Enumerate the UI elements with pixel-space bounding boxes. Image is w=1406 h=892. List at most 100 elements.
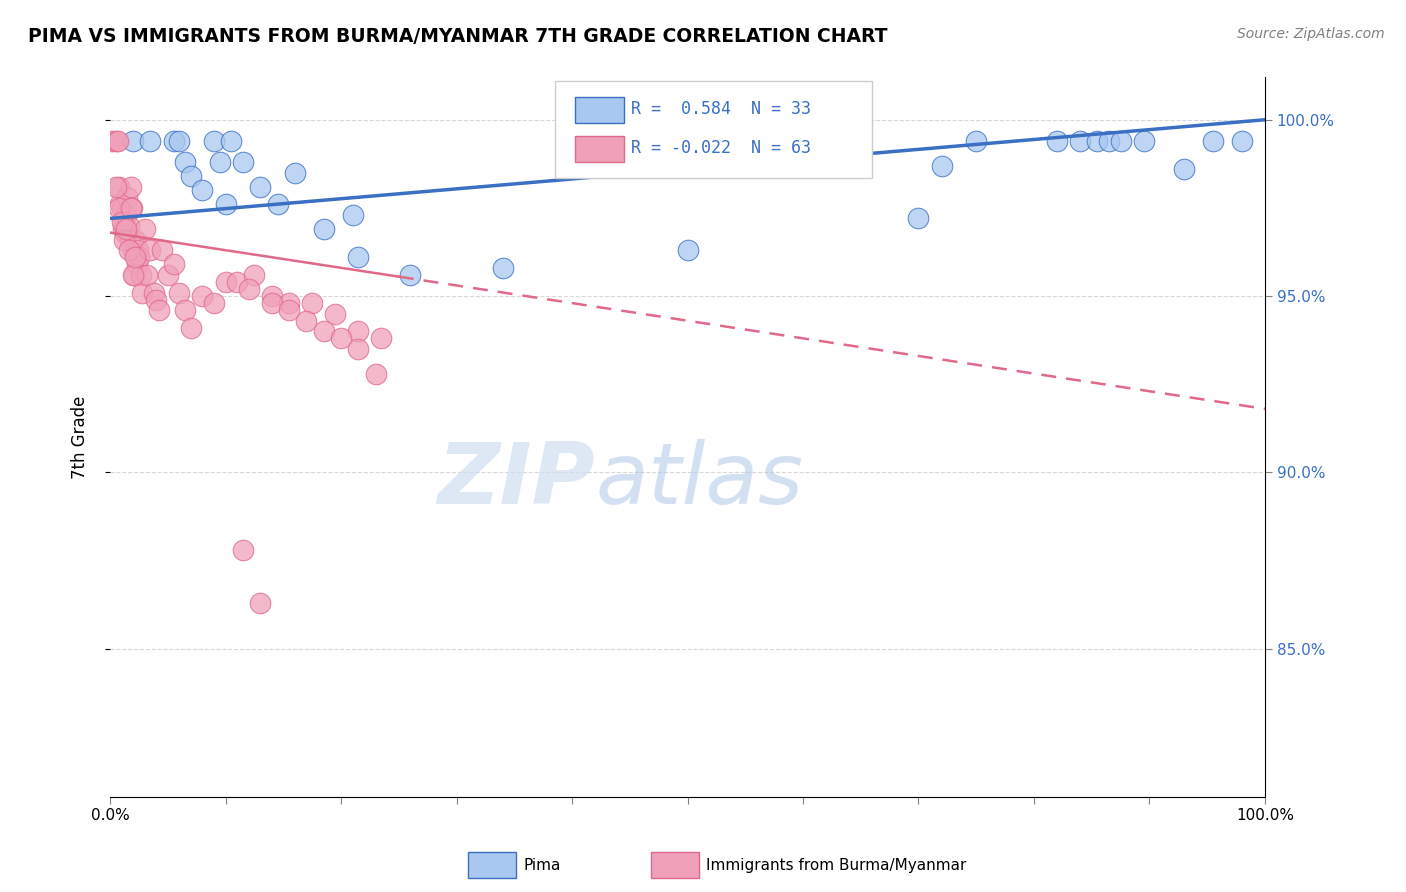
Point (162, 134, 184, 148)
Point (221, 134, 243, 148)
Point (139, 134, 162, 148)
Point (232, 155, 254, 169)
Text: Source: ZipAtlas.com: Source: ZipAtlas.com (1237, 27, 1385, 41)
Point (111, 222, 134, 236)
Point (278, 303, 301, 318)
Text: R = -0.022  N = 63: R = -0.022 N = 63 (631, 139, 811, 157)
Point (312, 222, 335, 236)
Point (342, 208, 364, 222)
Point (131, 285, 153, 300)
Point (347, 342, 370, 356)
Point (121, 201, 143, 215)
Point (399, 268, 422, 282)
Point (243, 268, 266, 282)
Point (117, 243, 139, 257)
Point (124, 250, 146, 264)
Text: ZIP: ZIP (437, 439, 595, 522)
Point (249, 179, 271, 194)
Point (145, 293, 167, 307)
Point (191, 289, 214, 303)
Point (169, 285, 191, 300)
Point (125, 257, 148, 271)
Point (323, 307, 346, 321)
Point (295, 314, 318, 328)
Point (110, 197, 132, 211)
Point (191, 183, 214, 197)
Point (108, 201, 131, 215)
Point (129, 268, 152, 282)
Point (301, 296, 323, 310)
Point (169, 134, 191, 148)
Point (202, 134, 225, 148)
Point (202, 296, 225, 310)
Point (364, 367, 387, 381)
Point (104, 134, 127, 148)
Point (136, 268, 159, 282)
Point (156, 268, 179, 282)
Point (1098, 134, 1121, 148)
Point (266, 197, 288, 211)
Point (111, 215, 134, 229)
Text: atlas: atlas (595, 439, 803, 522)
Text: Immigrants from Burma/Myanmar: Immigrants from Burma/Myanmar (706, 858, 966, 872)
Point (114, 226, 136, 240)
Point (214, 275, 236, 289)
Point (1087, 134, 1109, 148)
Point (208, 155, 231, 169)
Point (112, 233, 135, 247)
Point (180, 320, 202, 334)
Point (115, 208, 138, 222)
Point (1202, 134, 1225, 148)
Point (1173, 162, 1195, 177)
FancyBboxPatch shape (575, 97, 624, 123)
Point (1230, 134, 1253, 148)
Text: R =  0.584  N = 33: R = 0.584 N = 33 (631, 100, 811, 118)
Point (148, 303, 170, 318)
FancyBboxPatch shape (575, 136, 624, 161)
Point (118, 233, 141, 247)
Point (347, 250, 370, 264)
Point (108, 179, 131, 194)
Point (122, 243, 145, 257)
Point (278, 296, 301, 310)
Point (330, 331, 353, 345)
Point (370, 331, 392, 345)
Point (112, 215, 135, 229)
Point (232, 542, 254, 557)
Point (162, 257, 184, 271)
Point (1109, 134, 1132, 148)
Point (174, 155, 197, 169)
Point (492, 260, 515, 275)
Point (134, 222, 156, 236)
Point (122, 268, 145, 282)
Point (115, 222, 138, 236)
Point (120, 201, 142, 215)
Point (104, 179, 127, 194)
Point (1046, 134, 1069, 148)
Y-axis label: 7th Grade: 7th Grade (72, 395, 89, 479)
Point (150, 243, 173, 257)
Point (143, 285, 166, 300)
Point (931, 159, 953, 173)
Point (117, 219, 139, 233)
Point (965, 134, 987, 148)
Text: PIMA VS IMMIGRANTS FROM BURMA/MYANMAR 7TH GRADE CORRELATION CHART: PIMA VS IMMIGRANTS FROM BURMA/MYANMAR 7T… (28, 27, 887, 45)
Point (124, 233, 146, 247)
Point (260, 289, 283, 303)
Point (139, 243, 162, 257)
Point (676, 243, 699, 257)
Point (180, 169, 202, 183)
Point (260, 296, 283, 310)
FancyBboxPatch shape (555, 81, 872, 178)
Point (111, 201, 134, 215)
Point (124, 268, 146, 282)
Point (312, 324, 335, 338)
Point (226, 275, 249, 289)
Point (1069, 134, 1091, 148)
Text: Pima: Pima (523, 858, 561, 872)
Point (117, 190, 139, 204)
Point (174, 303, 197, 318)
Point (101, 134, 124, 148)
Point (214, 197, 236, 211)
Point (249, 596, 271, 610)
